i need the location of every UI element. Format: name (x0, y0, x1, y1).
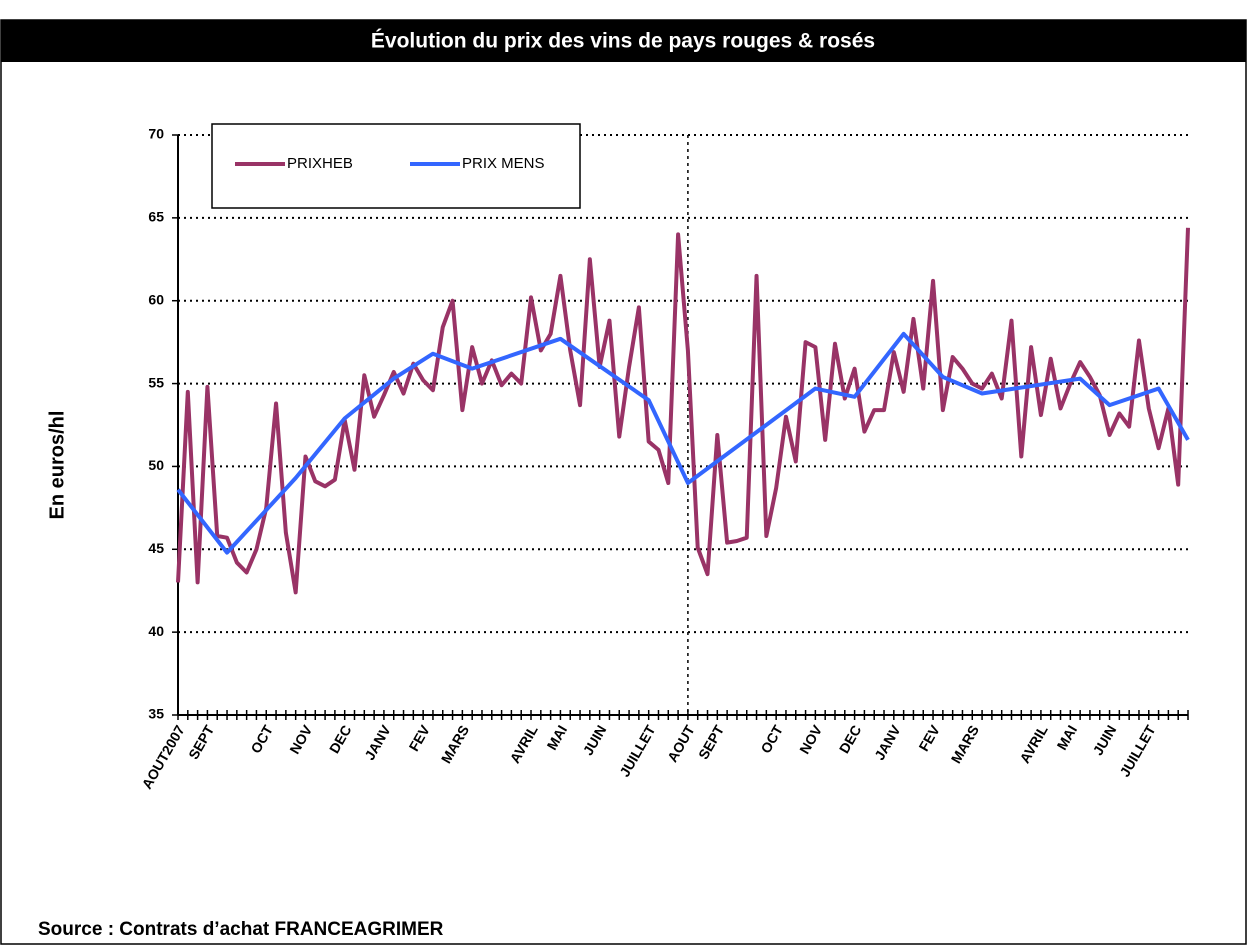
frame (0, 19, 1247, 945)
legend-label: PRIX MENS (462, 155, 545, 172)
y-tick-label: 55 (148, 374, 164, 390)
y-tick-label: 35 (148, 706, 164, 722)
y-tick-label: 70 (148, 126, 164, 142)
y-tick-label: 65 (148, 209, 164, 225)
y-tick-label: 60 (148, 291, 164, 307)
series-line (176, 227, 1190, 595)
chart-title: Évolution du prix des vins de pays rouge… (371, 30, 875, 53)
legend-label: PRIXHEB (287, 155, 353, 172)
y-axis-label: En euros/hl (46, 411, 68, 520)
y-tick-label: 40 (148, 623, 164, 639)
series-line (176, 331, 1190, 555)
title-bar (1, 20, 1246, 62)
y-tick-label: 45 (148, 540, 164, 556)
source: Source : Contrats d’achat FRANCEAGRIMER (38, 919, 444, 940)
y-tick-label: 50 (148, 457, 164, 473)
